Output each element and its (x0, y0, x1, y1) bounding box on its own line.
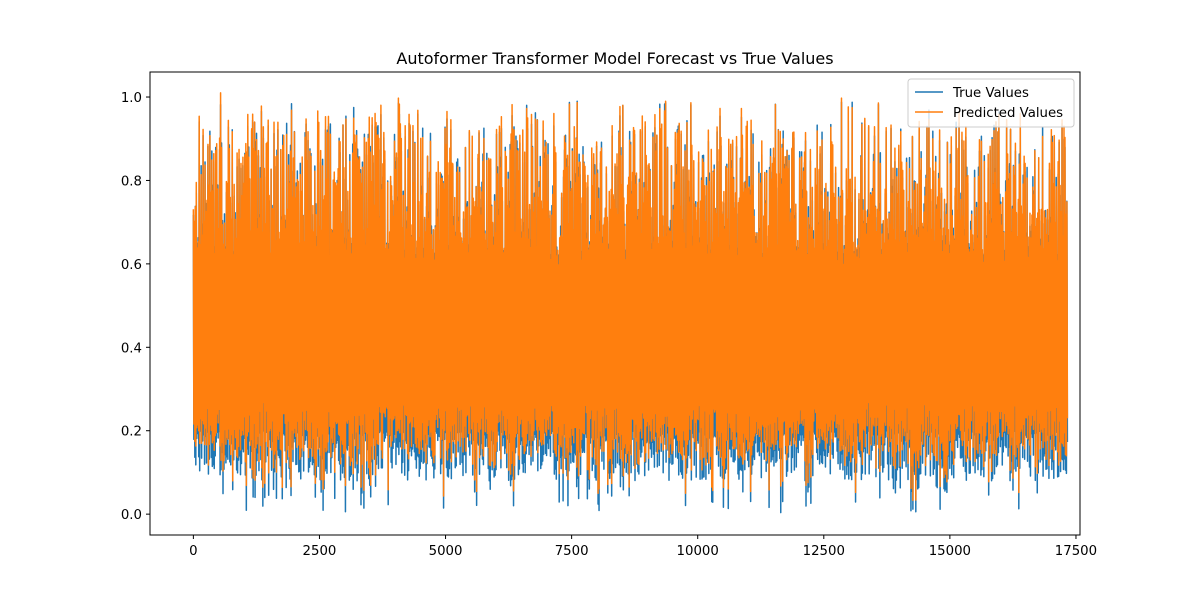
x-tick-label: 15000 (929, 544, 971, 559)
series-line-predicted-values (192, 92, 1069, 501)
x-tick-label: 2500 (303, 544, 337, 559)
y-tick-label: 0.0 (121, 508, 142, 523)
chart-title: Autoformer Transformer Model Forecast vs… (396, 49, 833, 68)
y-tick-label: 0.6 (121, 258, 142, 273)
y-tick-label: 1.0 (121, 91, 142, 106)
y-tick-label: 0.4 (121, 341, 142, 356)
x-tick-label: 10000 (677, 544, 719, 559)
x-tick-label: 12500 (803, 544, 845, 559)
y-axis: 0.0 0.2 0.4 0.6 0.8 1.0 (121, 91, 150, 523)
legend-label: Predicted Values (953, 106, 1063, 121)
y-tick-label: 0.2 (121, 425, 142, 440)
legend-label: True Values (952, 86, 1029, 101)
legend-box (907, 78, 1075, 128)
x-tick-label: 17500 (1055, 544, 1097, 559)
axes-frame (149, 71, 1081, 536)
x-tick-label: 5000 (429, 544, 463, 559)
x-axis: 0 2500 5000 7500 10000 12500 15000 17500 (189, 535, 1097, 559)
y-tick-label: 0.8 (121, 174, 142, 189)
plot-area (192, 92, 1069, 514)
x-tick-label: 7500 (555, 544, 589, 559)
x-tick-label: 0 (189, 544, 197, 559)
legend: True Values Predicted Values (907, 78, 1075, 128)
